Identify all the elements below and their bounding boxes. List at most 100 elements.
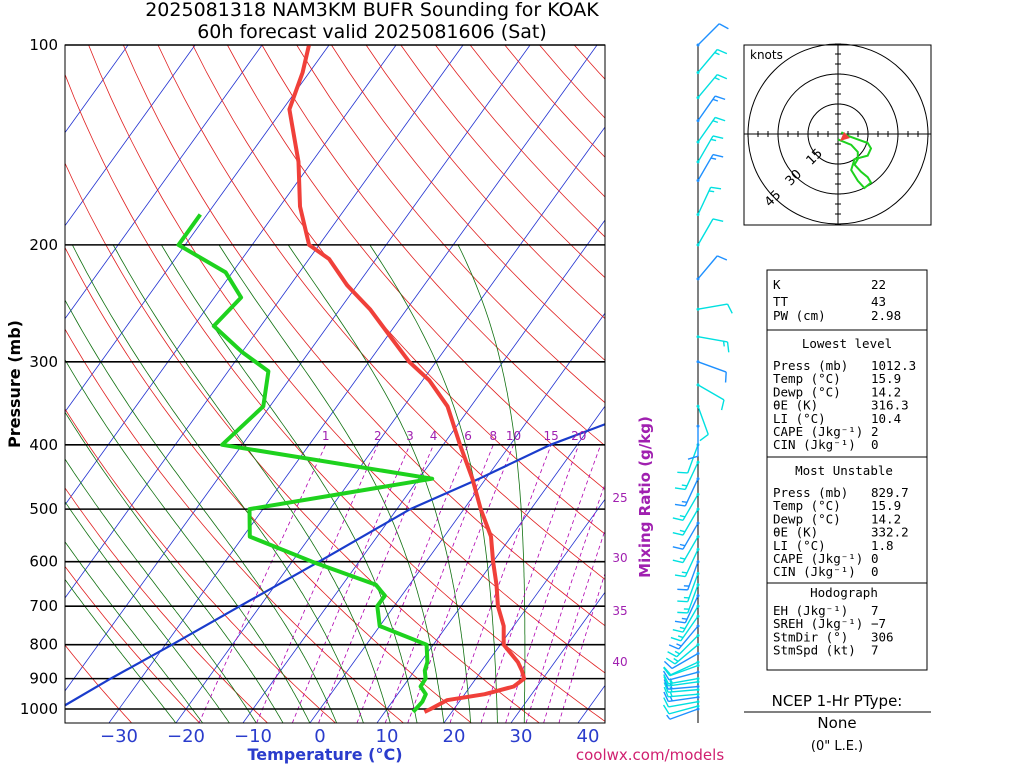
dry-adiabat-line <box>261 45 605 447</box>
wind-barb <box>677 571 700 603</box>
stat-label: SREH (Jkg⁻¹) <box>773 616 863 631</box>
mixing-ratio-labels: 1 2 3 4 6 8 10 15 20 25 30 35 40 <box>322 429 628 669</box>
moist-adiabat-line <box>457 244 526 723</box>
tt-label: TT <box>773 294 789 309</box>
wind-barb <box>663 697 700 708</box>
mixing-ratio-label: 4 <box>430 429 438 443</box>
moist-adiabat-line <box>65 501 230 723</box>
moist-adiabat-line <box>65 578 177 723</box>
isotherm-line <box>108 45 598 723</box>
chart-subtitle: 60h forecast valid 2025081606 (Sat) <box>197 21 547 43</box>
stat-label: CAPE (Jkg⁻¹) <box>773 551 863 566</box>
temperature-tick-label: 10 <box>376 726 399 747</box>
credit-link[interactable]: coolwx.com/models <box>576 746 724 764</box>
moist-adiabat-line <box>112 244 391 723</box>
wind-barb <box>663 686 700 698</box>
mixing-ratio-line <box>291 444 411 723</box>
chart-title: 2025081318 NAM3KM BUFR Sounding for KOAK <box>145 0 599 21</box>
dry-adiabat-line <box>157 45 605 580</box>
temperature-tick-label: −10 <box>234 726 272 747</box>
mixing-ratio-line <box>543 529 605 723</box>
stat-label: Dewp (°C) <box>773 511 841 526</box>
pressure-tick-label: 700 <box>29 597 58 615</box>
temperature-tick-labels: −30 −20 −10 0 10 20 30 40 <box>100 726 599 747</box>
pressure-tick-label: 200 <box>29 236 58 254</box>
moist-adiabat-line <box>65 411 284 723</box>
isotherm-line <box>65 45 397 506</box>
wind-barb <box>663 660 700 676</box>
temperature-tick-label: 30 <box>510 726 533 747</box>
wind-barb <box>696 383 725 411</box>
mixing-ratio-line <box>407 444 514 723</box>
stat-label: Temp (°C) <box>773 371 841 386</box>
wind-barb <box>663 674 700 685</box>
stat-value: 7 <box>871 603 879 618</box>
mixing-ratio-label: 20 <box>571 429 586 443</box>
pressure-tick-labels: 100 200 300 400 500 600 700 800 900 1000 <box>20 36 58 718</box>
hodograph-stats-rows: EH (Jkg⁻¹) 7 SREH (Jkg⁻¹) −7 StmDir (°) 306 St… <box>773 603 894 658</box>
wind-barb <box>696 135 724 164</box>
stat-label: StmSpd (kt) <box>773 643 856 658</box>
ptype-sub: (0" L.E.) <box>811 739 863 754</box>
mixing-ratio-line <box>356 444 469 723</box>
wind-barb <box>672 604 700 633</box>
wind-barb <box>696 186 722 217</box>
parcel-trace <box>65 423 605 707</box>
isotherm-line <box>175 126 605 723</box>
stat-label: θE (K) <box>773 398 818 413</box>
wind-barb <box>672 507 700 536</box>
isotherm-line <box>309 312 605 723</box>
temperature-tick-label: 20 <box>443 726 466 747</box>
stat-label: CIN (Jkg⁻¹) <box>773 437 856 452</box>
stat-label: LI (°C) <box>773 538 826 553</box>
moist-adiabat-line <box>65 358 311 723</box>
wind-barb <box>674 460 700 491</box>
dry-adiabat-line <box>65 246 472 723</box>
stat-label: Press (mb) <box>773 485 848 500</box>
wind-barb <box>687 424 700 460</box>
y-axis-label: Pressure (mb) <box>5 320 24 448</box>
wind-barb <box>666 707 700 720</box>
stat-label: EH (Jkg⁻¹) <box>773 603 848 618</box>
moist-adiabat-line <box>287 244 472 723</box>
storm-motion-marker <box>840 132 850 141</box>
wind-barb <box>677 443 700 474</box>
isotherm-line <box>65 45 464 599</box>
pw-value: 2.98 <box>871 308 901 323</box>
moist-adiabat-line <box>65 458 257 723</box>
stat-value: 14.2 <box>871 511 901 526</box>
wind-barb <box>670 614 700 642</box>
stat-value: 306 <box>871 629 894 644</box>
stat-value: 7 <box>871 643 879 658</box>
stat-label: CAPE (Jkg⁻¹) <box>773 424 863 439</box>
tt-value: 43 <box>871 294 886 309</box>
stat-value: 0 <box>871 564 879 579</box>
wind-barb <box>663 682 700 693</box>
mixing-ratio-label: 2 <box>374 429 382 443</box>
wind-barb <box>696 360 727 383</box>
k-value: 22 <box>871 277 886 292</box>
pressure-tick-label: 1000 <box>20 700 58 718</box>
dry-adiabat-line <box>296 45 605 404</box>
mixing-ratio-line <box>505 444 602 723</box>
lowest-level-rows: Press (mb) 1012.3 Temp (°C) 15.9 Dewp (°C) 14… <box>773 358 916 452</box>
wind-barb <box>696 404 709 442</box>
dewpoint-profile <box>176 213 435 714</box>
mixing-ratio-line <box>558 572 605 723</box>
wind-barb <box>696 303 733 314</box>
stat-label: CIN (Jkg⁻¹) <box>773 564 856 579</box>
moist-adiabat-line <box>65 541 204 723</box>
temperature-tick-label: 40 <box>577 726 600 747</box>
dry-adiabat-line <box>65 408 336 723</box>
mixing-ratio-line <box>525 482 605 723</box>
ptype-panel: NCEP 1-Hr PType: None (0" L.E.) <box>744 692 931 754</box>
wind-barb <box>696 95 726 123</box>
mixing-ratio-axis-label: Mixing Ratio (g/kg) <box>636 416 654 578</box>
ptype-value: None <box>817 714 856 732</box>
stat-value: 316.3 <box>871 398 909 413</box>
wind-barb <box>663 676 700 687</box>
dry-adiabat-line <box>88 45 605 674</box>
mixing-ratio-label: 35 <box>612 604 627 618</box>
dry-adiabat-line <box>65 487 268 723</box>
most-unstable-rows: Press (mb) 829.7 Temp (°C) 15.9 Dewp (°C) 14.… <box>773 485 909 579</box>
